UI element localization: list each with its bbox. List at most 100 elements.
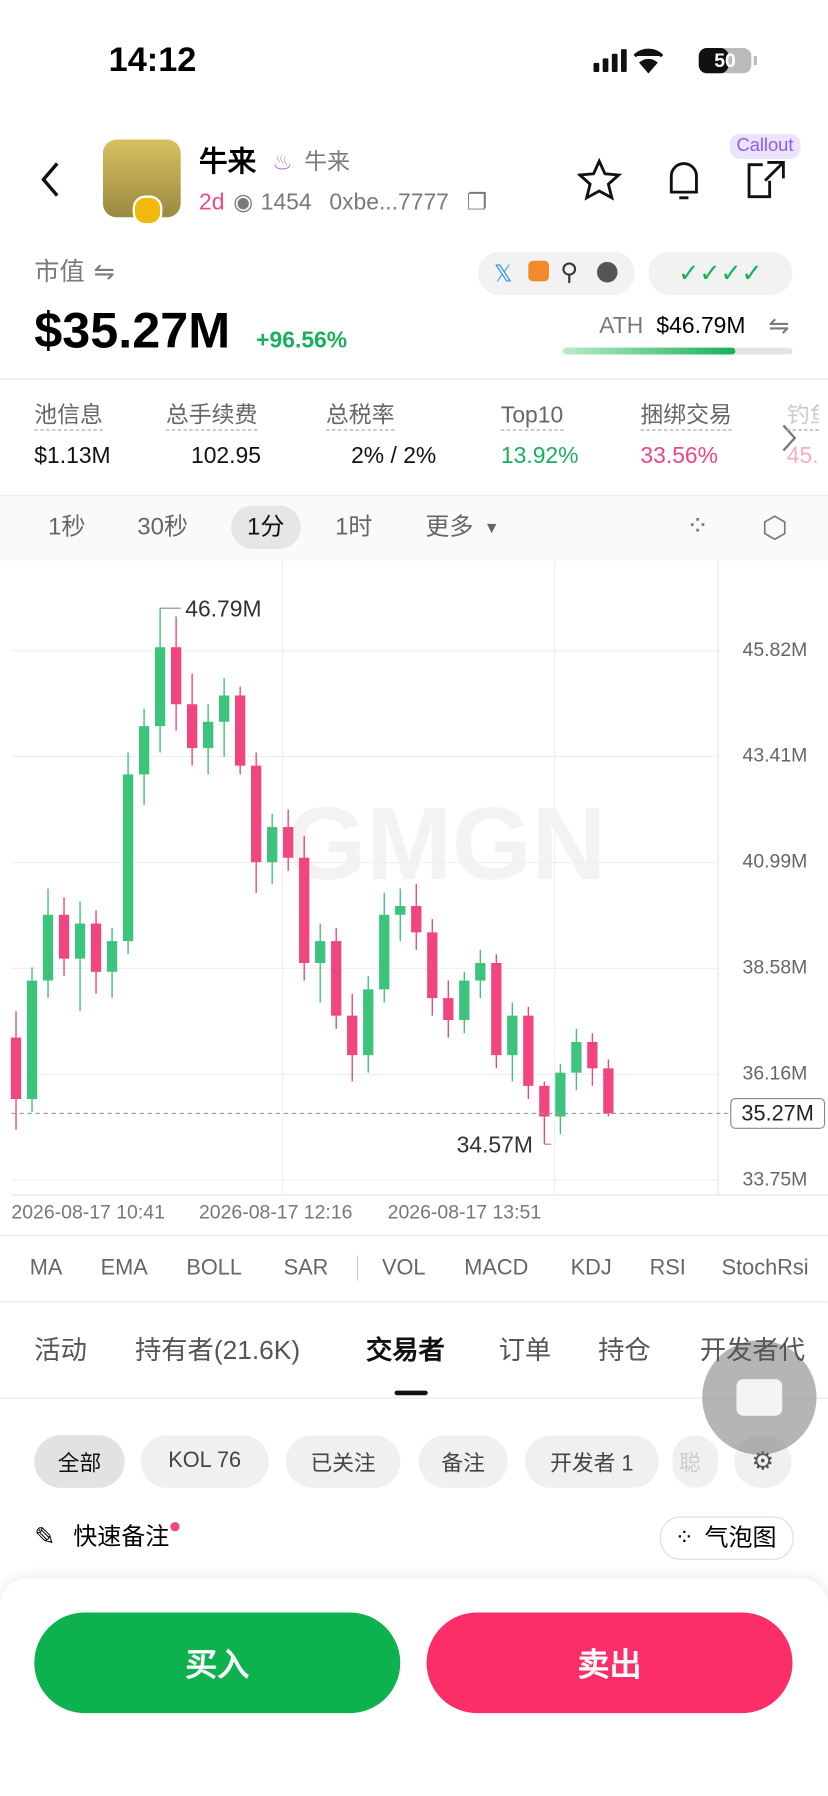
last-price-box [730,1098,826,1129]
bubble-toggle[interactable]: ⁘ [686,511,710,543]
audit-checks[interactable]: ✓✓✓✓ [648,251,793,296]
timeframe[interactable]: 1分 [247,514,285,541]
candle-body [218,695,230,722]
stat-label: 总税率 [325,404,395,431]
timeframe[interactable]: 更多 [425,514,474,541]
tab[interactable]: 持有者(21.6K) [134,1335,301,1365]
y-tick-label: 40.99M [743,851,808,873]
clock: 14:12 [108,41,197,79]
candle-body [539,1085,550,1117]
candle-body [523,1015,534,1086]
indicator[interactable]: KDJ [570,1256,612,1281]
token-alias: 牛来 [304,149,350,175]
indicator[interactable]: VOL [381,1256,426,1281]
swap-icon[interactable]: ⇋ [768,311,790,340]
candle-body [379,914,390,990]
divider [0,1397,828,1399]
indicator[interactable]: MACD [464,1256,529,1281]
bubble-map-button[interactable]: 气泡图 ⁘ [659,1516,794,1560]
candle-body [235,695,246,766]
candle-body [251,765,262,863]
filter-chip[interactable]: 备注 [418,1435,508,1488]
token-name: 牛来 [198,145,257,178]
y-tick-label: 43.41M [743,745,808,767]
candle-body [507,1015,518,1056]
timeframe[interactable]: 1秒 [48,514,86,541]
chain-badge [132,195,163,226]
indicator[interactable]: RSI [649,1256,686,1281]
filter-chip[interactable]: 已关注 [285,1435,401,1488]
ath-label: ATH [599,313,644,339]
ath-value: $46.79M [656,313,746,339]
y-tick-label: 45.82M [743,639,808,661]
tab[interactable]: 订单 [498,1335,552,1365]
tab[interactable]: 活动 [34,1335,87,1365]
candle-body [347,1015,358,1056]
high-label: 46.79M [185,596,261,622]
watermark: GMGN [286,786,606,901]
wallet-button[interactable] [702,1340,817,1455]
filter-chip[interactable]: 全部 [34,1435,125,1488]
stat-label: 池信息 [34,404,103,431]
candle-body [10,1037,22,1100]
y-tick-label: 33.75M [743,1168,808,1190]
indicator[interactable]: SAR [283,1256,329,1281]
chart-settings[interactable]: ⬡ [761,510,788,545]
copy-icon[interactable]: ❐ [466,189,488,215]
candle-body [603,1068,614,1114]
bubble-icon: ⁘ [674,1525,694,1551]
bell-button[interactable] [669,162,698,200]
indicator[interactable]: MA [29,1256,63,1281]
divider [0,378,828,380]
sell-button[interactable]: 卖出 [426,1612,793,1714]
tab[interactable]: 开发者代 [699,1335,806,1365]
candle-body [154,647,166,727]
candle-body [475,963,486,981]
candle-body [170,647,182,705]
filter-chip[interactable]: 聪 [672,1435,719,1488]
filter-chip[interactable]: 开发者 1 [524,1435,659,1488]
share-button[interactable] [747,160,785,199]
timeframe[interactable]: 1时 [335,514,373,541]
buy-button[interactable]: 买入 [34,1612,401,1714]
edit-icon: ✎ [34,1522,56,1551]
candle-body [138,726,150,775]
tab[interactable]: 交易者 [365,1335,445,1365]
y-tick-label: 38.58M [743,956,808,978]
address[interactable]: 0xbe...7777 [329,189,449,215]
x-tick-label: 2026-08-17 10:41 [11,1202,164,1224]
candle-body [363,989,374,1056]
dot [170,1522,180,1532]
timeframe-active [231,505,301,549]
callout-badge[interactable]: Callout [729,133,801,159]
filter-chip[interactable]: KOL 76 [140,1435,269,1488]
candle-body [587,1041,598,1069]
indicator[interactable]: EMA [100,1256,148,1281]
candle-body [555,1072,566,1117]
candle-body [42,914,54,981]
star-button[interactable] [577,157,623,201]
back-button[interactable] [34,158,68,204]
swap-icon[interactable]: ⇋ [93,257,115,286]
indicator[interactable]: BOLL [186,1256,242,1281]
divider [0,1301,828,1303]
status-icons: 50 [593,48,758,74]
candle-body [283,827,294,858]
quick-note[interactable]: 快速备注 [73,1523,170,1551]
candle-body [411,906,422,933]
battery-level: 50 [714,50,736,72]
stat-value: 45. [786,444,819,468]
token-age: 2d [198,189,225,215]
tab-underline [394,1390,428,1396]
stat-label: Top10 [500,404,564,431]
dropdown-arrow: ▼ [483,518,500,537]
hot-icon: ♨ [272,149,293,175]
candle-body [395,906,406,915]
eye-icon: ◉ [233,189,254,215]
social-links[interactable]: 𝕏 ⚲ [478,251,635,296]
indicator[interactable]: StochRsi [721,1256,809,1281]
tab[interactable]: 持仓 [598,1335,651,1365]
timeframe[interactable]: 30秒 [137,514,188,541]
